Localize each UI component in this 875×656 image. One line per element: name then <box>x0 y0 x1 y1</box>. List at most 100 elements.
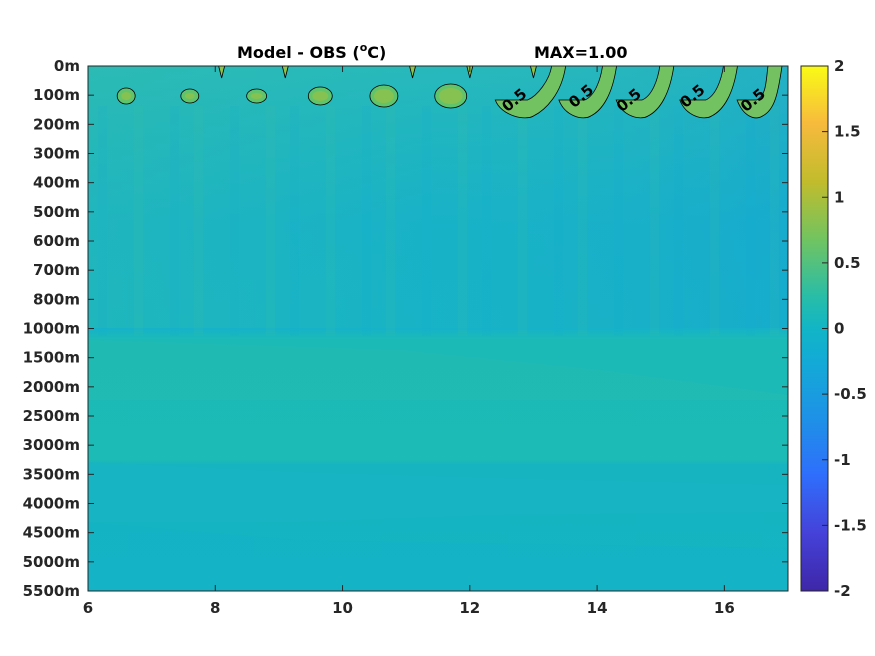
title-degree: o <box>360 41 368 54</box>
warm-lobe <box>679 66 738 118</box>
warm-core <box>312 91 329 101</box>
x-tick-label: 12 <box>459 599 480 617</box>
y-tick-label: 100m <box>33 86 80 104</box>
y-tick-label: 5000m <box>23 553 80 571</box>
texture-streak <box>710 106 719 336</box>
warm-core <box>184 93 195 99</box>
texture-streak <box>458 106 467 336</box>
warm-lobe <box>558 66 617 118</box>
y-tick-label: 4500m <box>23 524 80 542</box>
texture-streak <box>578 106 587 336</box>
warm-lobe <box>616 66 674 118</box>
contour-line <box>679 65 738 119</box>
warm-core <box>373 89 394 103</box>
svg-text:Model - OBS (oC): Model - OBS (oC) <box>237 41 386 62</box>
texture-streak <box>770 106 779 336</box>
y-tick-label: 3000m <box>23 436 80 454</box>
colorbar-tick-label: 1 <box>834 188 844 206</box>
contour-line <box>615 65 675 119</box>
contour-line <box>494 65 567 119</box>
texture-streak <box>362 106 371 336</box>
y-tick-label: 1500m <box>23 349 80 367</box>
deep-band <box>88 462 788 522</box>
y-tick-label: 5500m <box>23 582 80 600</box>
y-tick-label: 4000m <box>23 495 80 513</box>
surface-streaks <box>98 106 779 336</box>
field-shading <box>88 66 788 328</box>
y-tick-label: 2000m <box>23 378 80 396</box>
texture-streak <box>290 106 299 336</box>
colorbar-tick-label: -1 <box>834 451 851 469</box>
title: Model - OBS (oC) MAX=1.00 <box>237 41 628 62</box>
texture-streak <box>674 106 683 336</box>
mid-band <box>88 340 788 400</box>
y-tick-label: 1000m <box>23 320 80 338</box>
texture-streak <box>746 106 755 336</box>
texture-streak <box>134 106 143 336</box>
texture-streak <box>482 106 491 336</box>
y-tick-label: 400m <box>33 174 80 192</box>
texture-streak <box>554 106 563 336</box>
y-tick-label: 0m <box>54 57 80 75</box>
y-tick-label: 200m <box>33 115 80 133</box>
title-unit: C) <box>367 43 386 62</box>
texture-streak <box>266 106 275 336</box>
texture-streak <box>170 106 179 336</box>
contour-line <box>558 65 618 119</box>
y-tick-label: 300m <box>33 145 80 163</box>
colorbar-tick-label: 0.5 <box>834 254 861 272</box>
contour-line <box>246 88 268 104</box>
warm-lobe <box>737 66 782 118</box>
warm-core <box>121 92 132 100</box>
warm-core <box>250 93 263 99</box>
contour-line <box>530 65 537 79</box>
texture-streak <box>518 106 527 336</box>
texture-streak <box>386 106 395 336</box>
texture-streak <box>230 106 239 336</box>
x-tick-label: 6 <box>83 599 93 617</box>
colorbar-tick-label: 0 <box>834 320 844 338</box>
plot-area: 0.5 0.5 0.5 0.5 0.5 <box>88 65 788 591</box>
colorbar-tick-label: -1.5 <box>834 516 867 534</box>
bottom-band <box>88 522 788 591</box>
warm-lobe <box>495 66 566 118</box>
texture-streak <box>326 106 335 336</box>
texture-streak <box>194 106 203 336</box>
x-axis: 6 8 10 12 14 16 <box>83 66 735 617</box>
y-tick-label: 3500m <box>23 465 80 483</box>
colorbar: 2 1.5 1 0.5 0 -0.5 -1 -1.5 -2 <box>800 57 867 600</box>
contour-line <box>369 84 399 108</box>
contour-line <box>409 65 416 79</box>
contour-line <box>307 86 333 106</box>
texture-streak <box>650 106 659 336</box>
y-tick-label: 600m <box>33 232 80 250</box>
warm-anomalies <box>117 66 782 118</box>
contour-line <box>116 87 136 105</box>
colorbar-tick-label: 1.5 <box>834 123 861 141</box>
warm-core <box>438 88 463 104</box>
y-axis: 0m 100m 200m 300m 400m 500m 600m 700m 800m 1000m 1… <box>23 57 788 600</box>
contour-line <box>180 88 200 104</box>
y-tick-label: 2500m <box>23 407 80 425</box>
max-label: MAX=1.00 <box>534 43 628 62</box>
x-tick-label: 16 <box>714 599 735 617</box>
colorbar-tick-label: -0.5 <box>834 385 867 403</box>
contour-line <box>434 83 468 109</box>
contour-line <box>281 65 289 79</box>
colorbar-ticks: 2 1.5 1 0.5 0 -0.5 -1 -1.5 -2 <box>822 57 867 600</box>
x-tick-label: 14 <box>587 599 608 617</box>
texture-streak <box>422 106 431 336</box>
y-tick-label: 700m <box>33 261 80 279</box>
texture-streak <box>98 106 107 336</box>
y-tick-label: 800m <box>33 290 80 308</box>
texture-streak <box>614 106 623 336</box>
x-tick-label: 8 <box>210 599 220 617</box>
colorbar-tick-label: 2 <box>834 57 844 75</box>
x-tick-label: 10 <box>332 599 353 617</box>
colorbar-tick-label: -2 <box>834 582 851 600</box>
y-tick-label: 500m <box>33 203 80 221</box>
contour-line <box>218 65 226 79</box>
contour-line <box>736 65 783 119</box>
title-main: Model - OBS ( <box>237 43 360 62</box>
